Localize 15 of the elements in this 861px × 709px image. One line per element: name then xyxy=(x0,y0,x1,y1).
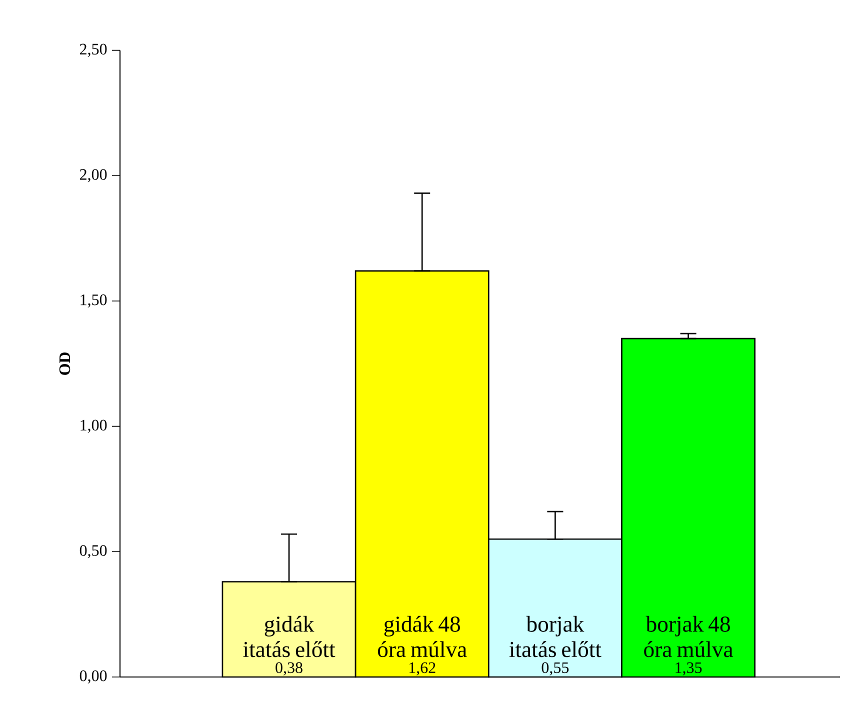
data-label: 0,55 xyxy=(542,662,569,676)
y-tick-label: 2,50 xyxy=(80,44,107,57)
y-tick-label: 1,50 xyxy=(80,294,107,308)
y-axis-title: OD xyxy=(59,352,70,375)
y-tick-label: 0,50 xyxy=(80,545,107,558)
data-label: 1,35 xyxy=(676,662,702,676)
data-label: 1,62 xyxy=(410,662,436,676)
x-tick-label: gidák 48 óra múlva xyxy=(378,616,467,658)
data-label: 0,38 xyxy=(276,662,302,676)
y-tick-label: 2,00 xyxy=(80,169,107,182)
x-tick-label: borjak itatás előtt xyxy=(509,616,602,658)
y-tick-label: 0,00 xyxy=(80,670,107,684)
x-tick-label: gidák itatás előtt xyxy=(243,616,336,658)
x-tick-label: borjak 48 óra múlva xyxy=(644,616,733,658)
y-tick-label: 1,00 xyxy=(80,420,107,433)
